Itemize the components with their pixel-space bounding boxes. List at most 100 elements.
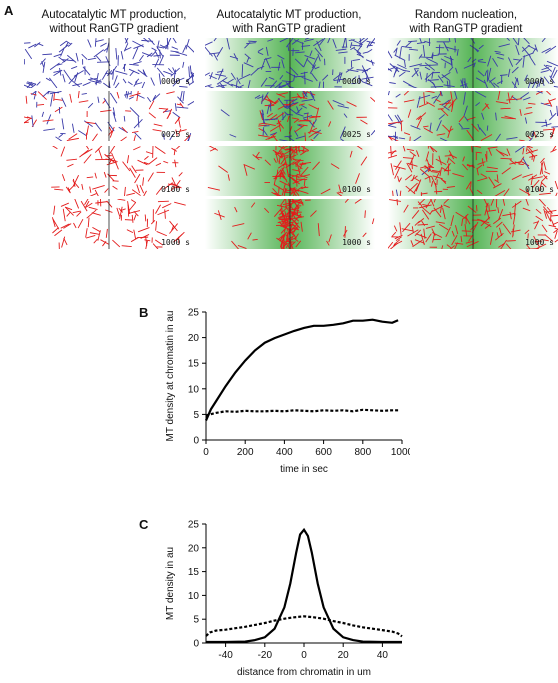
microtubule [508,57,514,67]
microtubule [302,91,308,98]
microtubule [397,175,400,182]
microtubule [266,104,270,115]
microtubule [403,204,409,213]
microtubule [480,134,493,141]
microtubule [393,239,401,245]
microtubule [414,178,421,183]
microtubule [539,192,551,195]
microtubule [292,226,298,233]
microtubule [252,238,258,241]
microtubule [353,47,362,55]
microtubule [541,239,549,242]
microtubule [463,62,476,69]
panel-a-letter: A [4,3,14,18]
microtubule [497,80,504,85]
microtubule [60,202,70,207]
microtubule [486,166,498,170]
microtubule [338,191,344,194]
microtubule [487,55,492,67]
microtubule [131,130,139,133]
microtubule [134,173,141,184]
microtubule [152,93,161,102]
microtubule [275,169,282,178]
microtubule [464,224,468,237]
microtubule [396,114,403,123]
microtubule [125,38,129,44]
microtubule [556,105,558,117]
microtubule [290,200,304,203]
microtubule [134,132,142,140]
microtubule [499,74,508,76]
microtubule [230,72,236,80]
microtubule [89,232,100,235]
microtubule [45,77,51,82]
microtubule [179,85,188,88]
microtubule [449,245,455,249]
microtubule [409,151,417,157]
microtubule [291,157,297,162]
microtubule [147,38,155,46]
microtubule [322,74,329,81]
microtubule [137,69,148,77]
microtubule [82,66,91,76]
microtubule [295,146,298,156]
microtubule [477,58,484,61]
microtubule [543,102,552,105]
microtubule [152,94,157,100]
microtubule [189,81,194,85]
microtubule [91,212,101,216]
microtubule [474,47,479,53]
microtubule [269,80,278,88]
microtubule [440,178,447,184]
microtubule [293,237,299,242]
microtubule [213,38,217,42]
microtubule [93,49,104,58]
microtubule [529,154,538,158]
microtubule [281,219,287,229]
microtubule [534,44,538,52]
microtubule [290,218,296,223]
microtubule [300,166,309,176]
microtubule [439,137,448,141]
microtubule [136,236,149,239]
microtubule [515,58,523,66]
microtubule [451,99,454,108]
microtubule [295,163,303,170]
microtubule [257,47,264,52]
microtubule [73,70,84,77]
microtubule [46,114,52,125]
microtubule [53,92,55,101]
microtubule [112,239,121,248]
microtubule [460,235,463,243]
microtubule [408,40,418,43]
microtubule [349,42,353,49]
microtubule [528,102,536,105]
microtubule [493,82,500,88]
sim-tile-col2-row1: 0000 s [205,38,375,88]
microtubule [340,138,345,141]
y-tick-label: 15 [188,567,200,578]
x-tick-label: 0 [203,447,209,458]
microtubule [548,98,556,102]
microtubule [154,239,164,246]
microtubule [448,128,454,133]
microtubule [550,148,557,153]
microtubule [422,44,426,57]
microtubule [153,123,163,127]
microtubule [416,117,423,129]
microtubule [132,47,139,60]
col-title-3-line2: with RanGTP gradient [409,23,523,35]
microtubule [247,232,252,240]
microtubule [365,59,375,64]
microtubule [246,57,250,63]
x-tick-label: 0 [301,650,307,661]
microtubule [236,84,244,88]
microtubule [291,98,298,103]
microtubule [81,92,87,95]
microtubule [127,81,133,86]
microtubule [94,146,103,153]
microtubule [512,38,519,45]
microtubule [495,133,501,141]
microtubule [429,176,431,183]
microtubule [531,81,536,88]
